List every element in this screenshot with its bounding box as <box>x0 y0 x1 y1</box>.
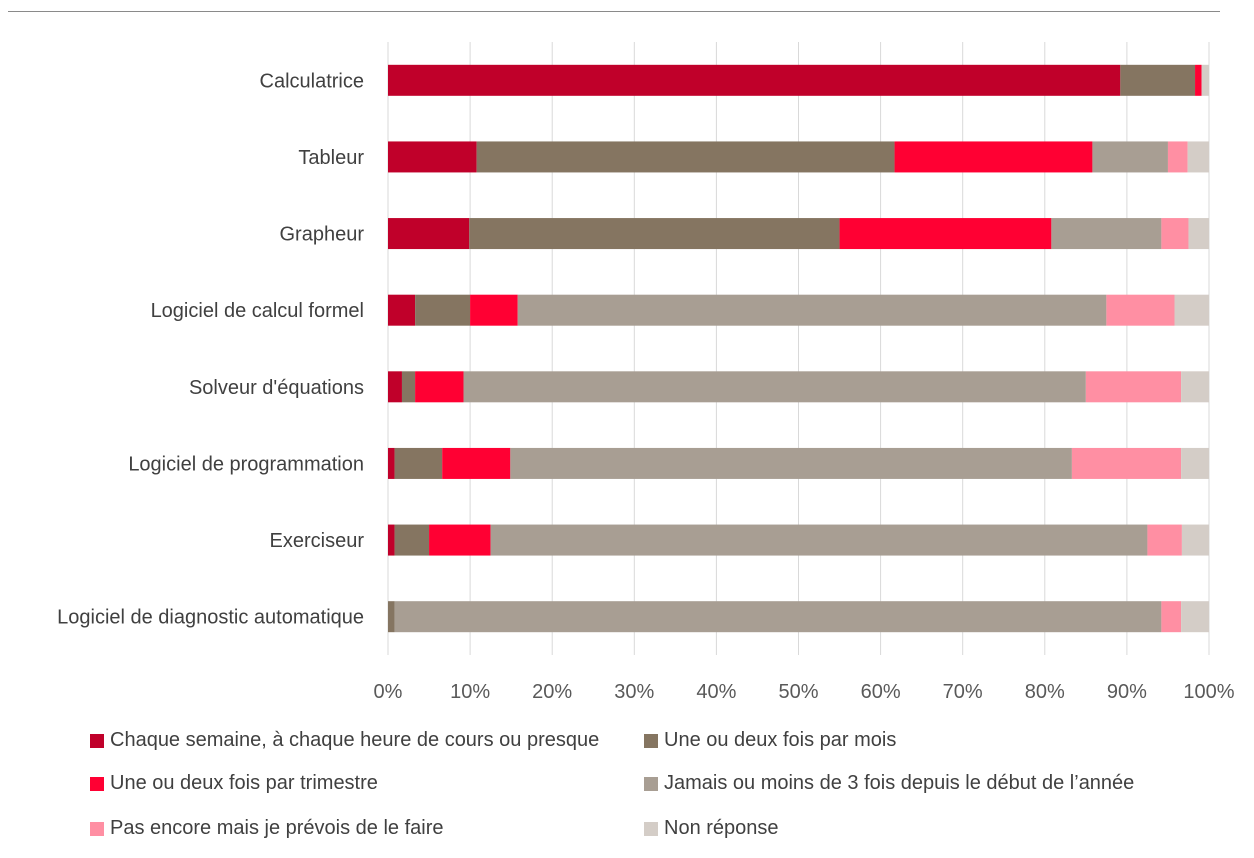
legend-item: Non réponse <box>644 817 779 840</box>
bar-segment <box>1106 294 1175 326</box>
legend-item: Pas encore mais je prévois de le faire <box>90 817 444 840</box>
bar-segment <box>394 524 430 556</box>
x-tick-label: 80% <box>1025 681 1065 700</box>
bar-segment <box>442 447 511 479</box>
legend-label: Jamais ou moins de 3 fois depuis le débu… <box>664 772 1135 794</box>
category-label: Logiciel de calcul formel <box>151 300 364 322</box>
category-label: Grapheur <box>280 224 365 246</box>
x-tick-label: 50% <box>778 681 818 700</box>
bar-segment <box>1161 601 1182 633</box>
bar-segment <box>1187 141 1209 173</box>
bar-segment <box>388 64 1121 96</box>
bar-segment <box>388 371 402 403</box>
legend-item: Une ou deux fois par mois <box>644 729 896 752</box>
legend-item: Jamais ou moins de 3 fois depuis le débu… <box>644 772 1134 795</box>
legend-swatch <box>90 821 104 836</box>
bar-segment <box>894 141 1093 173</box>
legend-swatch <box>90 776 104 791</box>
bar-segment <box>1085 371 1182 403</box>
bar-segment <box>476 141 895 173</box>
legend-item: Chaque semaine, à chaque heure de cours … <box>90 729 599 752</box>
bar-segment <box>1181 601 1209 633</box>
bar-segment <box>1051 218 1162 250</box>
legend-swatch <box>644 733 658 748</box>
top-divider <box>8 11 1220 12</box>
bar-segment <box>394 447 443 479</box>
bar-segment <box>1071 447 1182 479</box>
bar-segment <box>388 141 477 173</box>
x-tick-label: 30% <box>614 681 654 700</box>
bar-segment <box>388 218 470 250</box>
legend-swatch <box>90 733 104 748</box>
x-tick-label: 20% <box>532 681 572 700</box>
x-tick-label: 0% <box>374 681 403 700</box>
bar-segment <box>415 371 464 403</box>
bar-segment <box>517 294 1107 326</box>
bar-segment <box>1195 64 1202 96</box>
category-label: Exerciseur <box>270 530 365 552</box>
stacked-bar-chart: 0% 10% 20% 30% 40% 50% 60% 70% 80% 90% 100% Calcula… <box>57 42 1235 700</box>
bar-segment <box>388 294 416 326</box>
bar-segment <box>1181 371 1209 403</box>
legend-label: Chaque semaine, à chaque heure de cours … <box>110 729 600 751</box>
category-label: Solveur d'équations <box>189 377 364 399</box>
bar-segment <box>1092 141 1168 173</box>
bar-segment <box>1188 218 1209 250</box>
bar-segment <box>1147 524 1182 556</box>
category-label: Logiciel de diagnostic automatique <box>57 607 364 629</box>
bar-segment <box>1167 141 1188 173</box>
x-tick-label: 70% <box>943 681 983 700</box>
category-label: Tableur <box>298 147 364 169</box>
bar-segment <box>401 371 416 403</box>
bar-segment <box>839 218 1052 250</box>
bar-segment <box>469 218 840 250</box>
legend-swatch <box>644 821 658 836</box>
bar-segment <box>463 371 1086 403</box>
category-label: Calculatrice <box>260 70 364 92</box>
x-tick-label: 60% <box>861 681 901 700</box>
category-label: Logiciel de programmation <box>128 453 364 475</box>
bar-segment <box>1174 294 1209 326</box>
bar-segment <box>1181 447 1209 479</box>
bar-segment <box>388 601 395 633</box>
legend-label: Non réponse <box>664 817 779 839</box>
legend-swatch <box>644 776 658 791</box>
bar-segment <box>1201 64 1209 96</box>
bar-segment <box>429 524 491 556</box>
bar-segment <box>510 447 1072 479</box>
bar-segment <box>1120 64 1196 96</box>
x-tick-label: 100% <box>1183 681 1234 700</box>
bar-segment <box>394 601 1162 633</box>
bar-segment <box>388 524 395 556</box>
x-tick-label: 40% <box>696 681 736 700</box>
bar-segment <box>415 294 471 326</box>
x-tick-label: 10% <box>450 681 490 700</box>
legend-label: Une ou deux fois par mois <box>664 729 897 751</box>
bar-segment <box>470 294 518 326</box>
bar-segment <box>388 447 395 479</box>
bar-segment <box>490 524 1148 556</box>
bar-segment <box>1161 218 1189 250</box>
legend-label: Une ou deux fois par trimestre <box>110 772 378 794</box>
legend-label: Pas encore mais je prévois de le faire <box>110 817 444 839</box>
x-tick-label: 90% <box>1107 681 1147 700</box>
legend-item: Une ou deux fois par trimestre <box>90 772 378 795</box>
bar-segment <box>1181 524 1209 556</box>
